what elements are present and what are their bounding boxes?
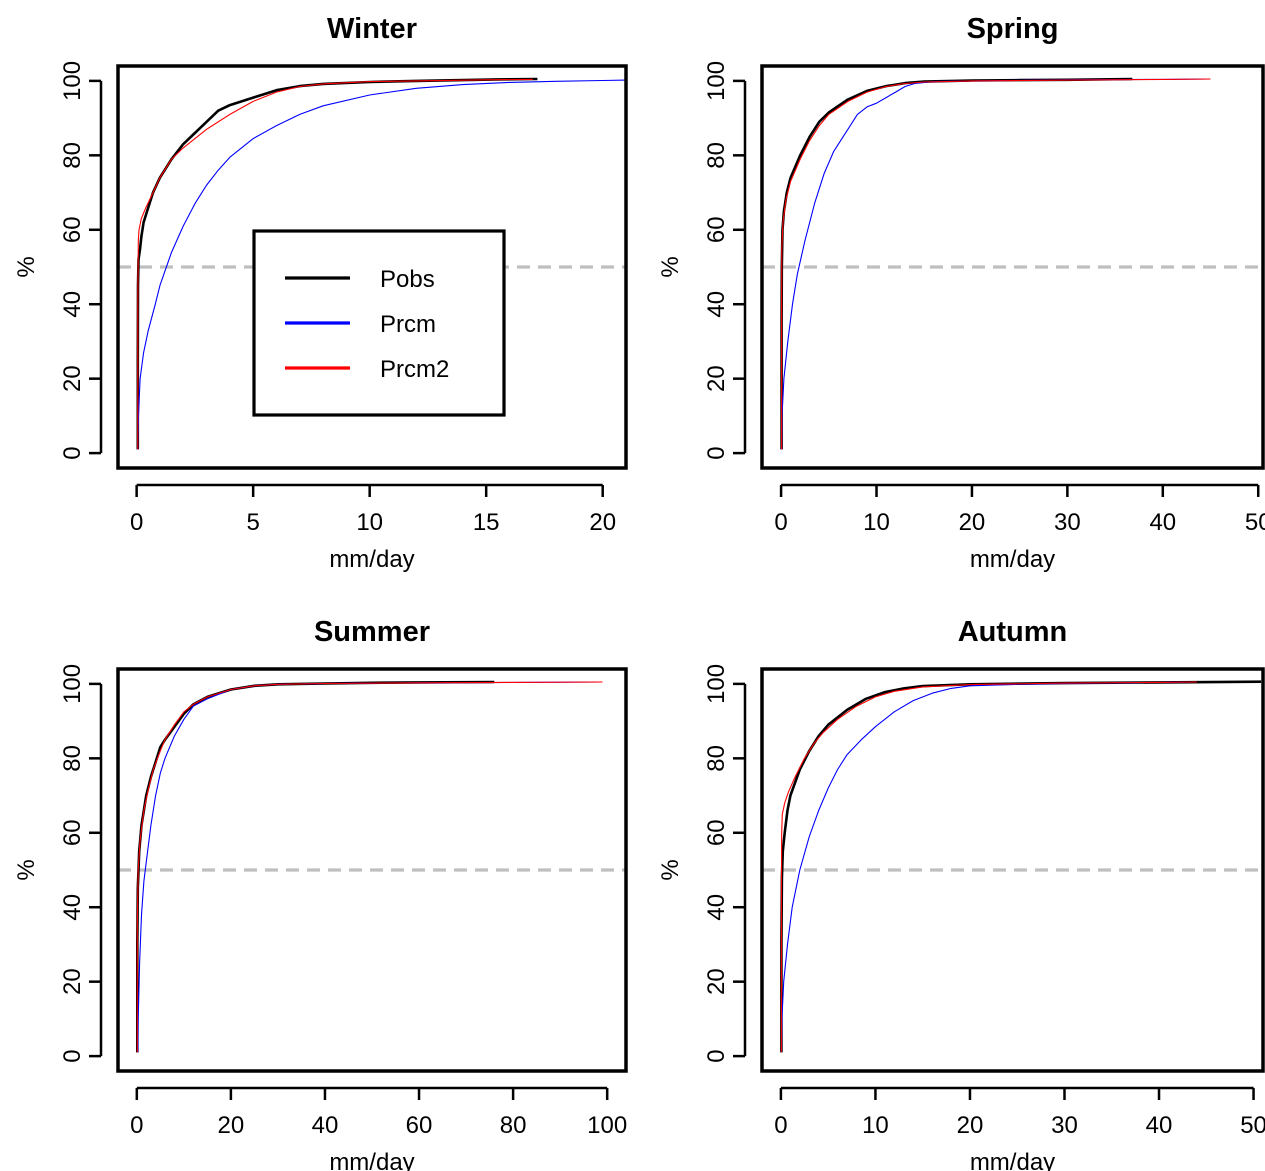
series-line-pobs [780, 77, 1133, 450]
x-axis-label: mm/day [329, 1149, 414, 1171]
x-tick-label: 5 [246, 509, 259, 536]
plot-frame [116, 667, 628, 1073]
series-line-prcm [137, 681, 603, 1053]
x-tick-label: 60 [406, 1112, 433, 1139]
panel-title: Autumn [958, 616, 1068, 648]
panel-title: Spring [967, 13, 1059, 45]
x-axis-label: mm/day [970, 1149, 1055, 1171]
x-tick-label: 40 [312, 1112, 339, 1139]
panel-autumn: Autumn 0 10 20 30 40 50 mm/day 0 20 40 60 80 100% [657, 616, 1265, 1171]
series-line-prcm2 [780, 681, 1197, 1053]
series-line-prcm2 [137, 78, 533, 450]
y-tick-label: 0 [703, 1049, 730, 1062]
x-tick-label: 40 [1146, 1112, 1173, 1139]
y-tick-label: 20 [703, 365, 730, 392]
y-axis-label: % [657, 859, 684, 880]
y-tick-label: 60 [703, 819, 730, 846]
y-tick-label: 100 [59, 61, 86, 101]
x-tick-label: 20 [589, 509, 616, 536]
y-tick-label: 20 [703, 968, 730, 995]
x-tick-label: 40 [1149, 509, 1176, 536]
x-axis-label: mm/day [970, 546, 1055, 573]
legend-label-prcm: Prcm [380, 311, 436, 338]
x-tick-label: 100 [587, 1112, 627, 1139]
x-tick-label: 0 [130, 509, 143, 536]
x-tick-label: 10 [356, 509, 383, 536]
y-tick-label: 40 [703, 291, 730, 318]
series-line-pobs [780, 680, 1262, 1053]
y-tick-label: 40 [59, 894, 86, 921]
panel-title: Winter [327, 13, 417, 45]
x-tick-label: 50 [1240, 1112, 1265, 1139]
series-line-prcm2 [781, 78, 1211, 450]
x-tick-label: 50 [1245, 509, 1265, 536]
y-tick-label: 40 [703, 894, 730, 921]
series-line-prcm [780, 681, 1197, 1053]
y-tick-label: 80 [703, 142, 730, 169]
y-tick-label: 40 [59, 291, 86, 318]
legend-label-prcm2: Prcm2 [380, 356, 449, 383]
y-tick-label: 20 [59, 365, 86, 392]
x-tick-label: 20 [218, 1112, 245, 1139]
panel-title: Summer [314, 616, 430, 648]
x-axis-label: mm/day [329, 546, 414, 573]
x-tick-label: 30 [1054, 509, 1081, 536]
y-tick-label: 60 [59, 819, 86, 846]
x-tick-label: 20 [957, 1112, 984, 1139]
y-tick-label: 0 [703, 446, 730, 459]
x-tick-label: 0 [130, 1112, 143, 1139]
legend: Pobs Prcm Prcm2 [252, 229, 506, 417]
series-line-prcm2 [136, 681, 603, 1053]
plot-frame [760, 64, 1265, 470]
y-tick-label: 80 [703, 745, 730, 772]
legend-label-pobs: Pobs [380, 266, 435, 293]
y-axis-label: % [13, 859, 40, 880]
y-axis-label: % [13, 256, 40, 277]
plot-frame [116, 64, 628, 470]
y-tick-label: 20 [59, 968, 86, 995]
x-tick-label: 10 [863, 509, 890, 536]
y-tick-label: 100 [703, 664, 730, 704]
x-tick-label: 10 [862, 1112, 889, 1139]
y-tick-label: 100 [59, 664, 86, 704]
x-tick-label: 0 [774, 509, 787, 536]
y-tick-label: 80 [59, 745, 86, 772]
y-tick-label: 60 [59, 216, 86, 243]
y-tick-label: 0 [59, 446, 86, 459]
series-line-pobs [136, 680, 495, 1053]
y-tick-label: 60 [703, 216, 730, 243]
y-tick-label: 0 [59, 1049, 86, 1062]
plot-frame [760, 667, 1265, 1073]
x-tick-label: 30 [1051, 1112, 1078, 1139]
series-line-prcm [137, 79, 626, 450]
series-line-prcm [781, 78, 1211, 450]
x-tick-label: 80 [500, 1112, 527, 1139]
x-tick-label: 0 [774, 1112, 787, 1139]
panel-summer: Summer 0 20 40 60 80 100 mm/day 0 20 40 60 80 100% [13, 616, 628, 1171]
panel-spring: Spring 0 10 20 30 40 50 mm/day 0 20 40 60 80 100% [657, 13, 1265, 573]
y-tick-label: 80 [59, 142, 86, 169]
panel-winter: Winter 0 5 10 15 20 mm/day 0 20 40 60 80 100% Pobs Prc… [13, 13, 628, 573]
x-tick-label: 20 [959, 509, 986, 536]
y-axis-label: % [657, 256, 684, 277]
x-tick-label: 15 [473, 509, 500, 536]
y-tick-label: 100 [703, 61, 730, 101]
